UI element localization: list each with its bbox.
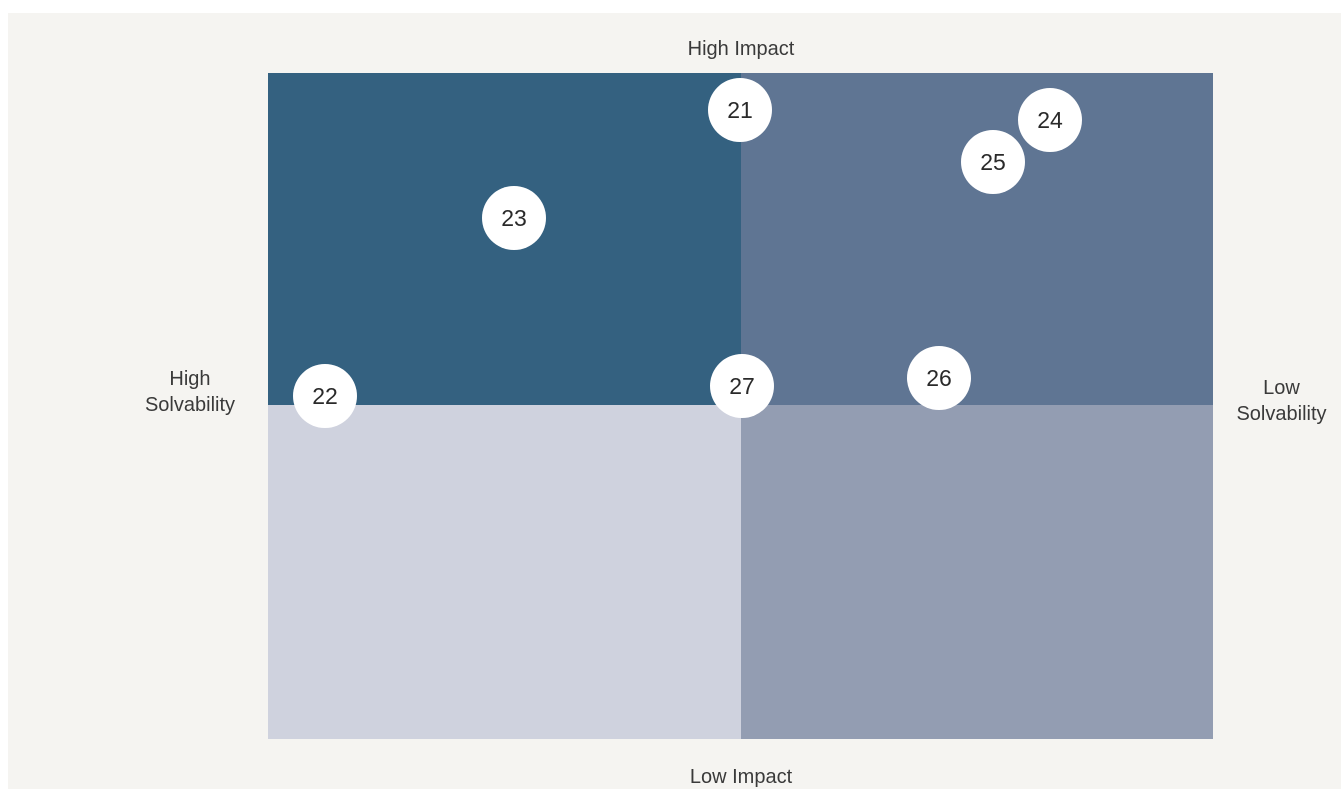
left-axis-label: High Solvability [120,366,260,418]
quadrant-low-impact-high-solvability [268,405,741,739]
marker-27: 27 [710,354,774,418]
marker-22: 22 [293,364,357,428]
left-axis-label-line-1: High [169,368,211,390]
marker-26: 26 [907,346,971,410]
quadrant-high-impact-low-solvability [741,73,1213,405]
right-axis-label-line-1: Low [1263,377,1300,399]
right-axis-label: Low Solvability [1222,375,1341,427]
left-axis-label-line-2: Solvability [144,394,236,416]
marker-21: 21 [708,78,772,142]
bottom-axis-label: Low Impact [689,766,793,788]
quadrant-low-impact-low-solvability [741,405,1213,739]
marker-25: 25 [961,130,1025,194]
marker-24: 24 [1018,88,1082,152]
marker-23: 23 [482,186,546,250]
right-axis-label-line-2: Solvability [1236,403,1327,425]
top-axis-label: High Impact [687,38,795,60]
